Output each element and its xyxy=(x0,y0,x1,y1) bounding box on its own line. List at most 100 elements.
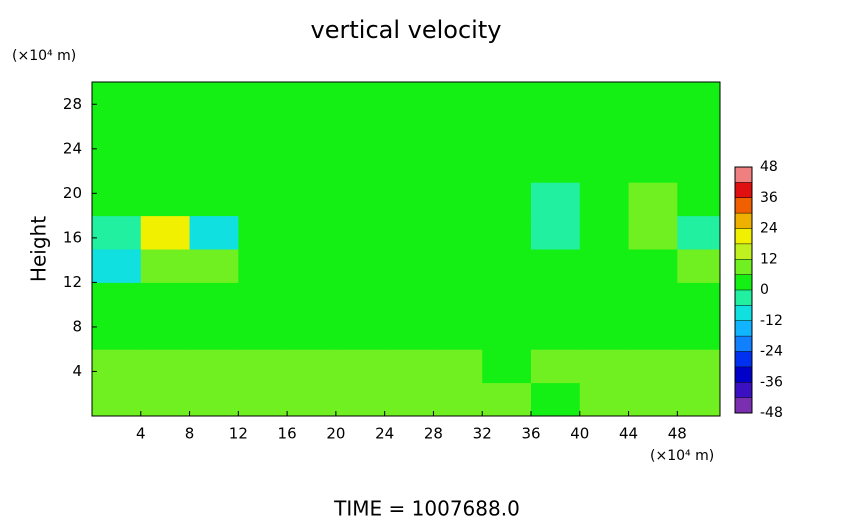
cell xyxy=(384,148,434,183)
cell xyxy=(433,115,483,150)
y-tick-label: 24 xyxy=(63,139,82,157)
cell xyxy=(530,148,581,183)
cell xyxy=(384,282,434,317)
cell xyxy=(384,115,434,150)
cell xyxy=(140,148,191,183)
colorbar-tick-label: 0 xyxy=(760,282,769,298)
plot-frame xyxy=(91,81,721,417)
cell xyxy=(335,82,386,116)
cell xyxy=(384,215,434,250)
cell xyxy=(140,282,191,317)
cell xyxy=(384,249,434,283)
cell xyxy=(189,82,239,116)
colorbar-band xyxy=(735,167,752,183)
cell xyxy=(335,215,386,250)
cell xyxy=(92,115,142,150)
cell xyxy=(579,382,630,416)
cell xyxy=(335,282,386,317)
cell xyxy=(140,115,191,150)
cell xyxy=(628,182,678,217)
colorbar-band xyxy=(735,213,752,229)
cell xyxy=(140,382,191,416)
y-tick-label: 4 xyxy=(72,362,82,380)
colorbar-tick-label: -48 xyxy=(760,405,783,421)
cell xyxy=(287,215,337,250)
colorbar-tick-label: -24 xyxy=(760,344,783,360)
cell xyxy=(335,115,386,150)
colorbar-band xyxy=(735,305,752,321)
cell xyxy=(579,182,630,217)
cell xyxy=(384,315,434,350)
cell xyxy=(677,182,720,217)
cell xyxy=(189,382,239,416)
cell xyxy=(677,249,720,283)
colorbar-band xyxy=(735,397,752,413)
cell xyxy=(92,182,142,217)
cell xyxy=(579,148,630,183)
cell xyxy=(287,249,337,283)
cell xyxy=(530,182,581,217)
cell xyxy=(677,215,720,250)
cell xyxy=(530,115,581,150)
cell xyxy=(92,382,142,416)
cell xyxy=(189,249,239,283)
cell xyxy=(579,215,630,250)
cell xyxy=(384,349,434,384)
colorbar-tick-label: 24 xyxy=(760,221,778,237)
cell xyxy=(628,82,678,116)
colorbar-band xyxy=(735,228,752,244)
cell xyxy=(579,349,630,384)
cell xyxy=(628,282,678,317)
colorbar-band xyxy=(735,274,752,290)
cell xyxy=(92,315,142,350)
x-tick-label: 16 xyxy=(278,425,297,443)
cell xyxy=(92,349,142,384)
colorbar-band xyxy=(735,320,752,337)
cell xyxy=(189,349,239,384)
cell xyxy=(287,349,337,384)
cell xyxy=(579,282,630,317)
cell xyxy=(530,249,581,283)
cell xyxy=(433,349,483,384)
colorbar-band xyxy=(735,259,752,275)
cell xyxy=(579,249,630,283)
cell xyxy=(482,148,532,183)
x-tick-label: 12 xyxy=(229,425,248,443)
cell xyxy=(384,382,434,416)
colorbar-band xyxy=(735,290,752,306)
colorbar-tick-label: 12 xyxy=(760,251,778,267)
cell xyxy=(628,115,678,150)
chart-title: vertical velocity xyxy=(311,16,502,44)
cell xyxy=(189,182,239,217)
cell xyxy=(238,148,288,183)
cell xyxy=(335,382,386,416)
colorbar-tick-label: -12 xyxy=(760,313,783,329)
cell xyxy=(677,115,720,150)
footer: TIME = 1007688.0 xyxy=(333,497,520,520)
cell xyxy=(433,182,483,217)
cell xyxy=(579,115,630,150)
colorbar-band xyxy=(735,243,752,260)
cell xyxy=(140,82,191,116)
cell xyxy=(335,349,386,384)
colorbar-band xyxy=(735,336,752,352)
cell xyxy=(433,315,483,350)
cell xyxy=(335,315,386,350)
y-tick-label: 12 xyxy=(63,273,82,291)
cell xyxy=(335,182,386,217)
cell xyxy=(238,382,288,416)
cell xyxy=(433,82,483,116)
cell xyxy=(433,148,483,183)
cell xyxy=(140,315,191,350)
field xyxy=(92,82,720,416)
colorbar-band xyxy=(735,182,752,198)
cell xyxy=(628,315,678,350)
cell xyxy=(433,382,483,416)
cell xyxy=(482,282,532,317)
cell xyxy=(287,315,337,350)
x-unit: (×10⁴ m) xyxy=(650,448,714,464)
cell xyxy=(677,382,720,416)
cell xyxy=(238,82,288,116)
cell xyxy=(140,249,191,283)
